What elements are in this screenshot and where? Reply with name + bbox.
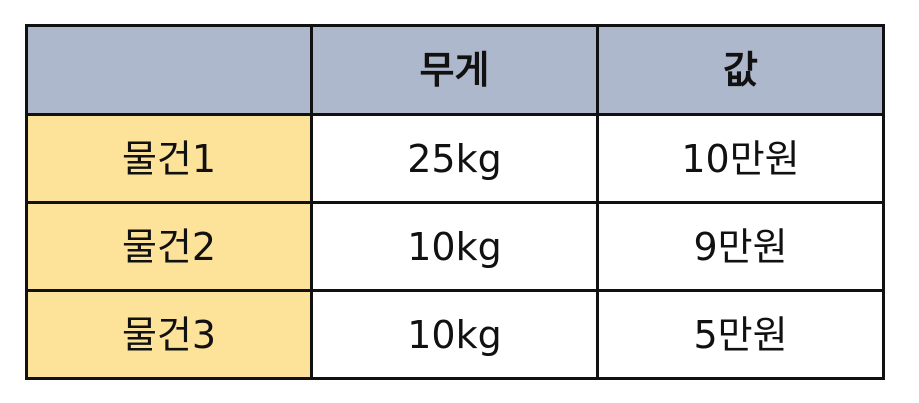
row-label-cell: 물건1 — [25, 113, 313, 204]
header-cell-weight: 무게 — [310, 24, 599, 116]
row-label-cell: 물건3 — [25, 289, 313, 380]
item-table: 무게 값 물건1 25kg 10만원 물건2 10kg 9만원 물건3 10kg… — [25, 24, 885, 380]
price-cell: 10만원 — [596, 113, 885, 204]
row-label-cell: 물건2 — [25, 201, 313, 292]
price-cell: 9만원 — [596, 201, 885, 292]
table-row: 물건3 10kg 5만원 — [25, 289, 885, 380]
header-cell-price: 값 — [596, 24, 885, 116]
weight-cell: 10kg — [310, 201, 599, 292]
table-row: 물건2 10kg 9만원 — [25, 201, 885, 292]
table-header-row: 무게 값 — [25, 24, 885, 116]
weight-cell: 25kg — [310, 113, 599, 204]
table-row: 물건1 25kg 10만원 — [25, 113, 885, 204]
header-cell-corner — [25, 24, 313, 116]
weight-cell: 10kg — [310, 289, 599, 380]
price-cell: 5만원 — [596, 289, 885, 380]
